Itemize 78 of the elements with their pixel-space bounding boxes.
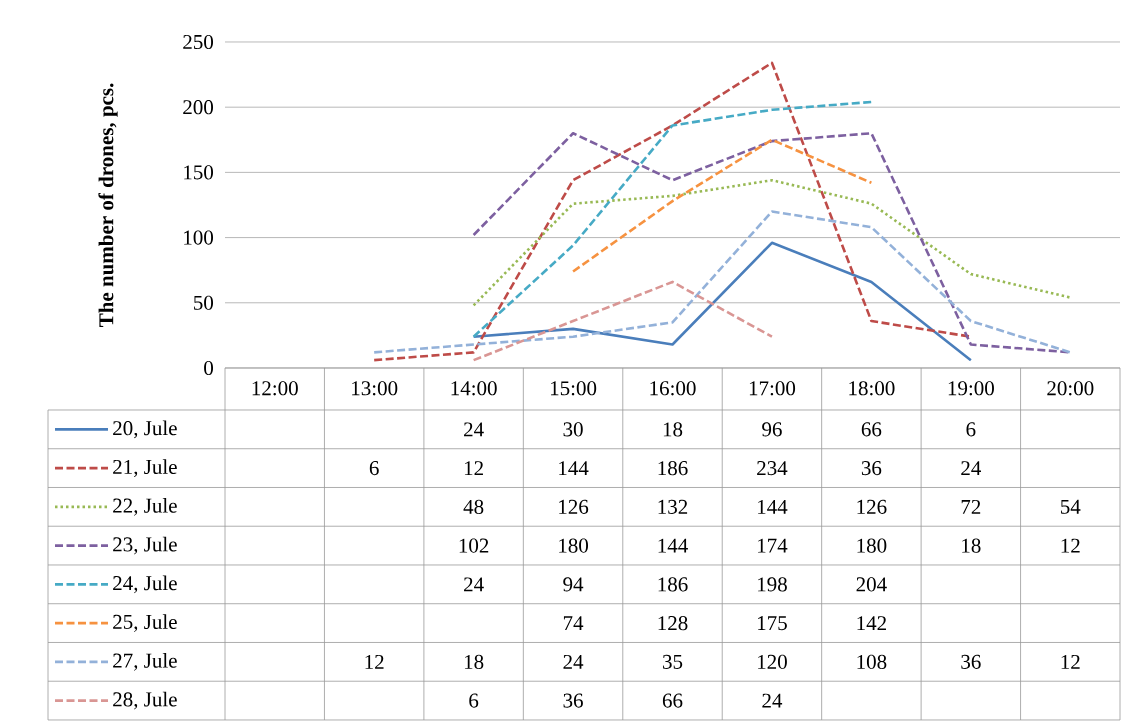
data-label: 6	[966, 422, 976, 437]
line-series	[372, 210, 1072, 354]
y-tick-label: 50	[194, 295, 214, 310]
legend-label: 23, Jule	[113, 536, 177, 555]
legend-label: 20, Jule	[113, 420, 177, 439]
data-label: 36	[961, 654, 981, 669]
data-label: 24	[464, 422, 484, 437]
x-tick-label: 20:00	[1047, 381, 1094, 396]
data-label: 24	[464, 577, 484, 592]
data-label: 24	[961, 461, 982, 476]
data-label: 66	[861, 422, 882, 437]
data-label: 48	[463, 499, 484, 514]
data-label: 180	[857, 538, 887, 553]
data-label: 54	[1061, 499, 1081, 514]
data-label: 36	[861, 461, 882, 476]
x-tick-label: 13:00	[352, 381, 398, 396]
x-tick-label: 19:00	[948, 381, 994, 396]
data-label: 24	[762, 693, 783, 708]
data-label: 18	[663, 422, 683, 437]
data-label: 18	[962, 538, 981, 553]
data-label: 120	[758, 654, 787, 669]
data-label: 24	[563, 654, 584, 669]
y-tick-label: 0	[204, 360, 214, 376]
data-label: 234	[757, 461, 788, 476]
data-label: 132	[658, 499, 688, 514]
data-label: 12	[1061, 538, 1080, 553]
x-tick-label: 16:00	[650, 381, 696, 396]
data-label: 74	[563, 616, 584, 631]
data-label: 128	[658, 616, 688, 631]
data-label: 30	[563, 422, 583, 437]
line-series	[571, 138, 873, 273]
data-label: 198	[758, 577, 787, 592]
data-label: 126	[857, 499, 887, 514]
data-label: 180	[559, 538, 589, 553]
data-label: 102	[459, 538, 489, 553]
data-label: 204	[856, 577, 887, 592]
data-label: 142	[857, 616, 886, 631]
data-label: 94	[563, 577, 584, 592]
data-label: 6	[369, 461, 379, 476]
data-label: 144	[758, 499, 788, 514]
data-label: 186	[658, 577, 688, 592]
legend-label: 28, Jule	[113, 691, 177, 710]
data-label: 6	[469, 693, 479, 708]
line-series	[472, 178, 1072, 307]
data-label: 35	[663, 654, 683, 669]
data-label: 144	[559, 461, 589, 476]
x-tick-label: 15:00	[550, 381, 597, 396]
y-tick-label: 100	[184, 230, 214, 245]
data-label: 126	[559, 499, 589, 514]
data-label: 18	[464, 654, 484, 669]
legend-label: 25, Jule	[113, 614, 177, 633]
x-tick-label: 17:00	[749, 381, 796, 396]
data-label: 12	[1061, 654, 1080, 669]
line-series	[472, 241, 973, 362]
legend-label: 24, Jule	[113, 575, 177, 594]
data-label: 72	[961, 499, 981, 514]
legend-label: 22, Jule	[113, 497, 177, 516]
x-tick-label: 18:00	[849, 381, 895, 396]
data-label: 174	[758, 538, 788, 553]
line-series	[472, 280, 774, 362]
data-label: 186	[658, 461, 688, 476]
data-label: 175	[758, 616, 787, 631]
data-label: 36	[563, 693, 583, 708]
data-label: 12	[464, 461, 483, 476]
y-tick-label: 200	[183, 100, 214, 115]
data-label: 96	[762, 422, 782, 437]
legend-label: 21, Jule	[113, 459, 177, 478]
data-label: 108	[857, 654, 887, 669]
data-label: 12	[365, 654, 384, 669]
line-series	[472, 100, 873, 338]
data-label: 144	[658, 538, 688, 553]
y-tick-label: 150	[184, 165, 214, 180]
x-tick-label: 14:00	[451, 381, 497, 396]
data-label: 66	[662, 693, 683, 708]
y-tick-label: 250	[183, 34, 214, 50]
legend-label: 27, Jule	[113, 652, 177, 671]
y-axis-title: The number of drones, pcs.	[98, 83, 118, 327]
x-tick-label: 12:00	[252, 381, 298, 396]
